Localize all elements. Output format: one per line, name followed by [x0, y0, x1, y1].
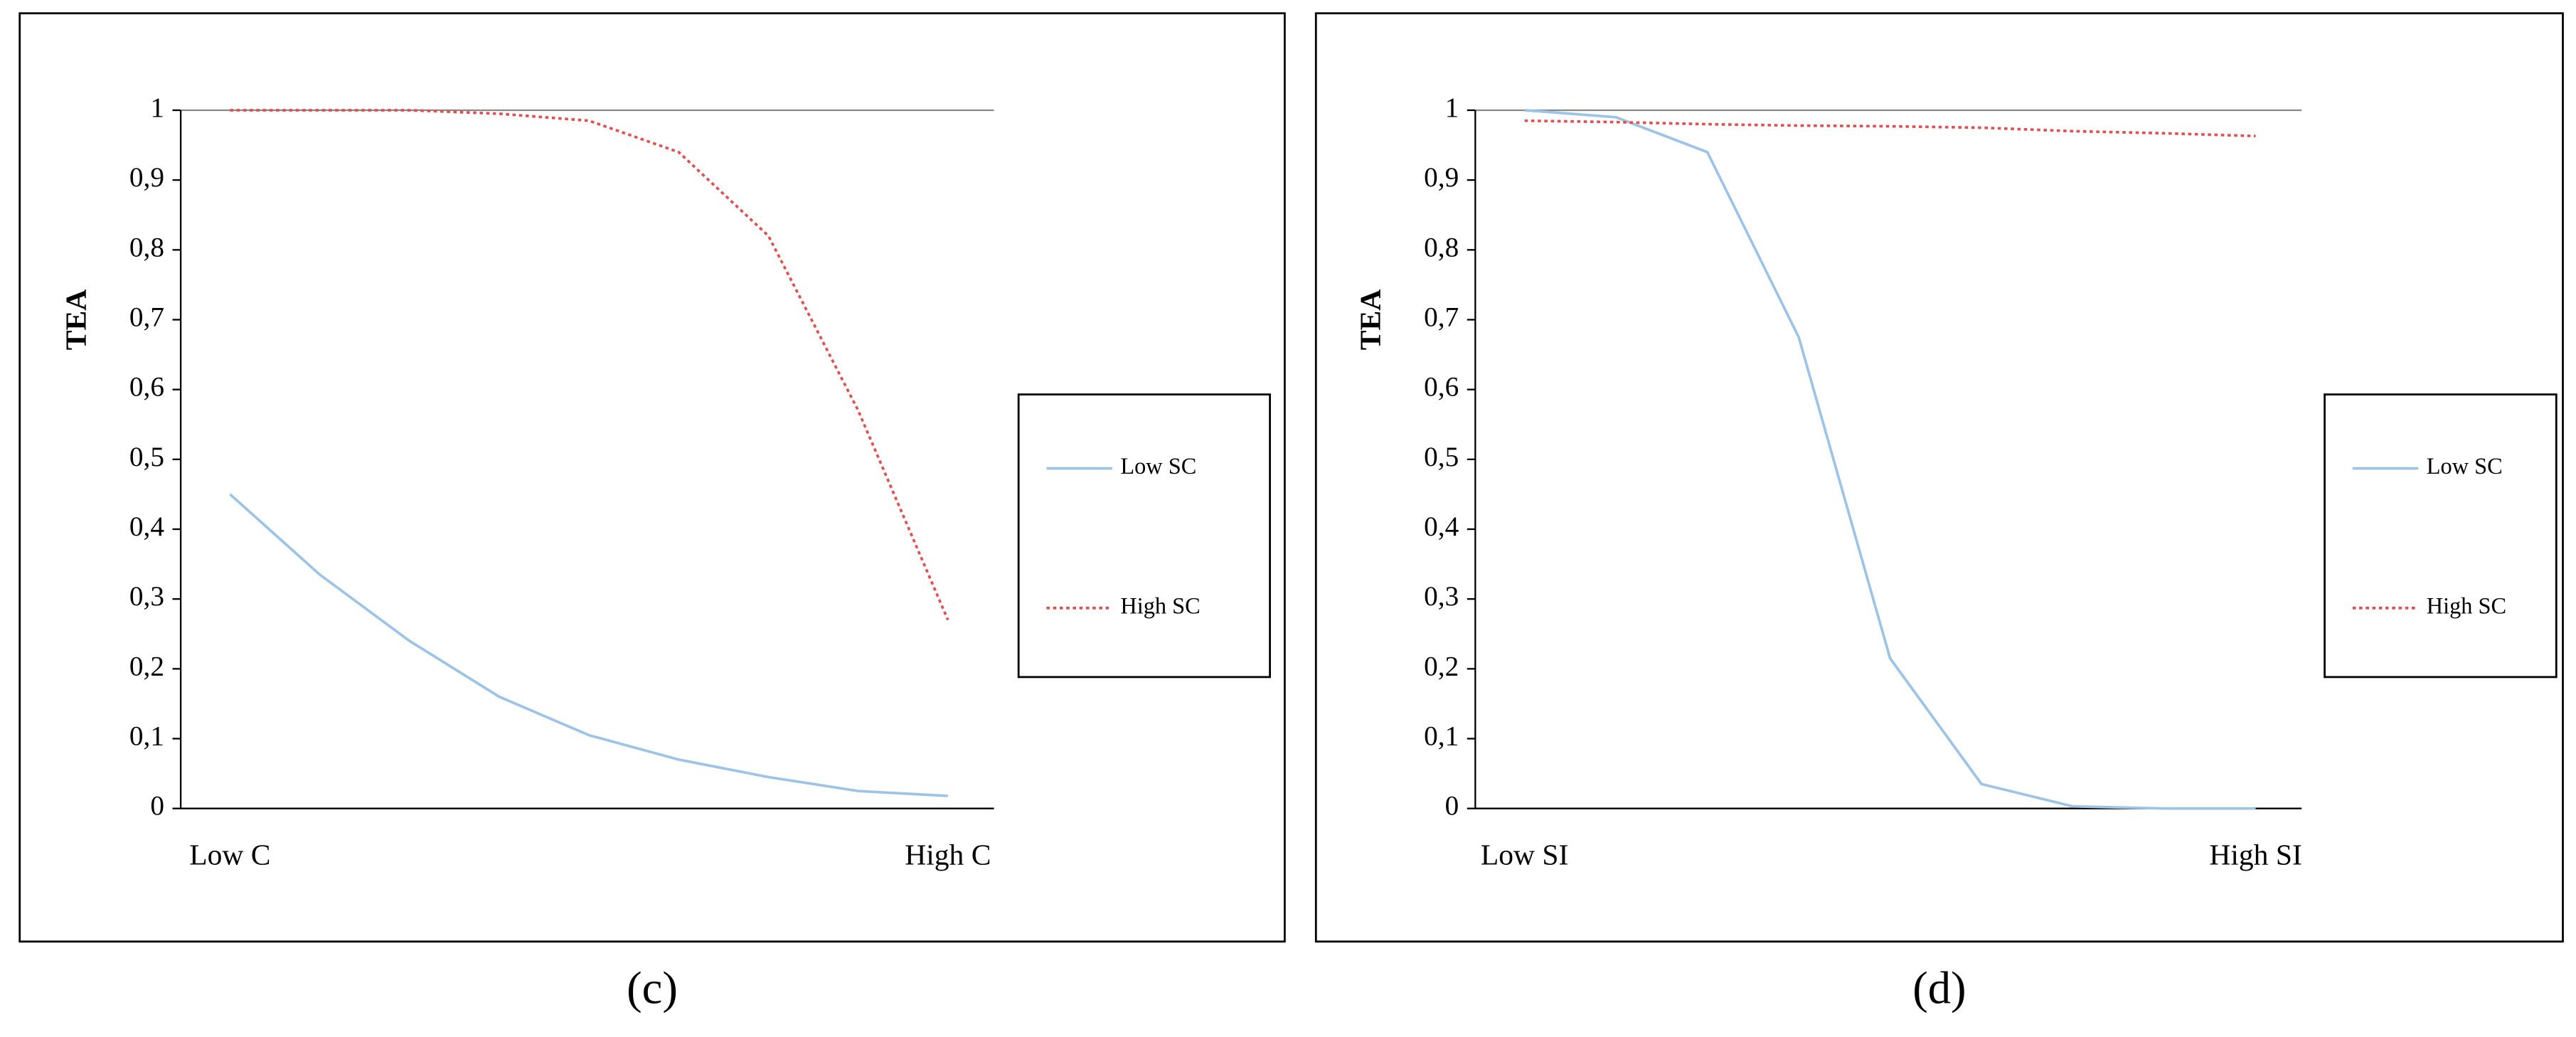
y-tick-label: 0 [1445, 791, 1459, 821]
y-tick-label: 0,4 [1424, 511, 1459, 542]
y-tick-label: 1 [1445, 92, 1459, 123]
x-tick-label: High C [905, 839, 991, 871]
legend-label: Low SC [1120, 453, 1196, 479]
y-tick-label: 0,4 [129, 511, 164, 542]
y-tick-label: 0,7 [1424, 302, 1459, 333]
y-tick-label: 0,2 [1424, 651, 1459, 681]
y-tick-label: 0,9 [129, 162, 164, 193]
x-tick-label: Low SI [1481, 839, 1569, 871]
y-tick-label: 1 [150, 92, 164, 123]
y-tick-label: 0,1 [1424, 721, 1459, 752]
legend-label: Low SC [2427, 453, 2503, 479]
y-tick-label: 0,9 [1424, 162, 1459, 193]
legend-label: High SC [2427, 592, 2506, 618]
series-line [1524, 109, 2256, 810]
legend-label: High SC [1120, 592, 1200, 618]
y-axis-label: TEA [59, 289, 92, 350]
series-line [230, 109, 949, 621]
x-tick-label: High SI [2209, 839, 2301, 871]
y-tick-label: 0,8 [129, 232, 164, 262]
y-axis-label: TEA [1354, 289, 1387, 350]
y-tick-label: 0,6 [129, 372, 164, 403]
series-line [229, 493, 948, 797]
y-tick-label: 0,1 [129, 721, 164, 752]
y-tick-label: 0,6 [1424, 372, 1459, 403]
y-tick-label: 0,5 [1424, 442, 1459, 472]
y-tick-label: 0,5 [129, 442, 164, 472]
chart-frame [1314, 12, 2564, 943]
y-tick-label: 0,7 [129, 302, 164, 333]
legend-box [1017, 393, 1271, 679]
y-tick-label: 0,8 [1424, 232, 1459, 262]
y-tick-label: 0,3 [129, 581, 164, 612]
y-tick-label: 0 [150, 791, 164, 821]
caption: (c) [627, 962, 678, 1013]
chart-frame [18, 12, 1286, 943]
y-tick-label: 0,3 [1424, 581, 1459, 612]
x-tick-label: Low C [189, 839, 270, 871]
y-tick-label: 0,2 [129, 651, 164, 681]
legend-box [2324, 393, 2558, 679]
caption: (d) [1912, 962, 1966, 1013]
